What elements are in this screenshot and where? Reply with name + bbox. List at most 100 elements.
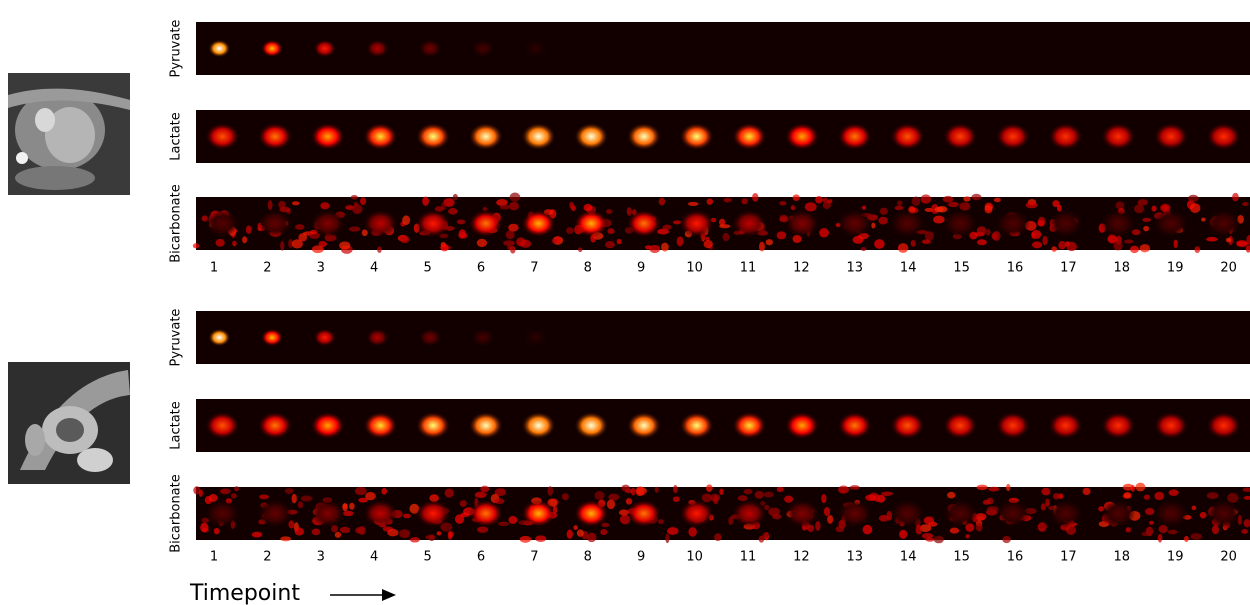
- strip-background: [196, 22, 1250, 75]
- signal-blob: [1048, 209, 1083, 238]
- signal-blob: [1048, 499, 1083, 528]
- strip-background: [196, 487, 1250, 540]
- noise-speckle: [1040, 503, 1046, 511]
- noise-speckle: [1056, 204, 1062, 212]
- signal-blob: [468, 411, 503, 440]
- noise-speckle: [657, 228, 669, 235]
- noise-speckle: [245, 225, 252, 234]
- noise-speckle: [765, 239, 773, 246]
- timepoint-label: 5: [423, 261, 431, 276]
- anatomy-image: [8, 362, 130, 484]
- noise-speckle: [1123, 491, 1132, 499]
- signal-blob: [626, 499, 661, 528]
- noise-speckle: [291, 493, 297, 504]
- noise-speckle: [234, 486, 239, 492]
- signal-blob: [837, 499, 872, 528]
- noise-speckle: [440, 243, 449, 252]
- noise-speckle: [815, 196, 823, 204]
- noise-speckle: [658, 197, 666, 206]
- noise-speckle: [976, 239, 987, 246]
- signal-blob: [626, 122, 661, 151]
- noise-speckle: [920, 194, 932, 204]
- signal-blob: [732, 411, 767, 440]
- noise-speckle: [498, 521, 509, 527]
- noise-speckle: [763, 504, 770, 511]
- noise-speckle: [193, 486, 201, 495]
- signal-blob: [416, 411, 451, 440]
- noise-speckle: [213, 527, 220, 535]
- noise-speckle: [815, 521, 821, 531]
- noise-speckle: [607, 228, 615, 235]
- axis-label: Timepoint: [189, 581, 300, 605]
- signal-blob: [1206, 209, 1241, 238]
- signal-blob: [1101, 411, 1136, 440]
- noise-speckle: [1191, 505, 1197, 511]
- signal-blob: [995, 499, 1030, 528]
- noise-speckle: [965, 534, 970, 539]
- signal-blob: [363, 499, 398, 528]
- noise-speckle: [359, 197, 367, 206]
- noise-speckle: [352, 204, 363, 215]
- noise-speckle: [897, 200, 903, 206]
- signal-blob: [943, 209, 978, 238]
- noise-speckle: [719, 218, 726, 226]
- noise-speckle: [1130, 245, 1139, 254]
- noise-speckle: [827, 514, 834, 524]
- noise-speckle: [566, 227, 574, 234]
- noise-speckle: [339, 526, 351, 533]
- noise-speckle: [948, 201, 959, 208]
- noise-speckle: [422, 196, 430, 206]
- signal-blob: [521, 499, 556, 528]
- timepoint-label: 18: [1114, 550, 1131, 565]
- noise-speckle: [494, 498, 505, 504]
- noise-speckle: [921, 239, 931, 245]
- signal-blob: [416, 122, 451, 151]
- noise-speckle: [443, 198, 455, 207]
- noise-speckle: [923, 516, 935, 525]
- noise-speckle: [899, 529, 908, 539]
- noise-speckle: [1241, 528, 1249, 535]
- noise-speckle: [1149, 520, 1154, 525]
- timepoint-label: 9: [637, 550, 645, 565]
- noise-speckle: [1134, 204, 1145, 214]
- noise-speckle: [459, 500, 467, 507]
- signal-blob: [1101, 122, 1136, 151]
- noise-speckle: [860, 246, 867, 251]
- noise-speckle: [976, 484, 988, 491]
- noise-speckle: [1139, 244, 1151, 253]
- timepoint-label: 15: [953, 550, 970, 565]
- noise-speckle: [494, 488, 507, 496]
- signal-blob: [890, 499, 925, 528]
- noise-speckle: [1189, 203, 1201, 213]
- timepoint-label: 2: [263, 261, 271, 276]
- noise-speckle: [508, 223, 519, 232]
- signal-blob: [890, 122, 925, 151]
- noise-speckle: [949, 527, 960, 534]
- signal-blob: [943, 122, 978, 151]
- noise-speckle: [1173, 239, 1178, 249]
- signal-blob: [258, 499, 293, 528]
- noise-speckle: [566, 529, 573, 539]
- noise-speckle: [354, 486, 367, 496]
- timepoint-label: 10: [686, 261, 703, 276]
- noise-speckle: [924, 231, 935, 241]
- noise-speckle: [792, 234, 802, 243]
- noise-speckle: [779, 214, 788, 221]
- noise-speckle: [821, 494, 827, 504]
- signal-blob: [313, 39, 336, 58]
- noise-speckle: [399, 529, 411, 539]
- noise-speckle: [477, 526, 489, 533]
- noise-speckle: [879, 207, 888, 215]
- noise-speckle: [1142, 217, 1152, 222]
- noise-speckle: [311, 528, 321, 536]
- noise-speckle: [771, 513, 782, 520]
- signal-blob: [1101, 209, 1136, 238]
- noise-speckle: [339, 241, 351, 250]
- signal-blob: [1153, 499, 1188, 528]
- noise-speckle: [509, 192, 521, 202]
- signal-blob: [468, 499, 503, 528]
- noise-speckle: [871, 222, 876, 229]
- noise-speckle: [1157, 533, 1163, 543]
- noise-speckle: [284, 488, 294, 494]
- timepoint-label: 19: [1167, 550, 1184, 565]
